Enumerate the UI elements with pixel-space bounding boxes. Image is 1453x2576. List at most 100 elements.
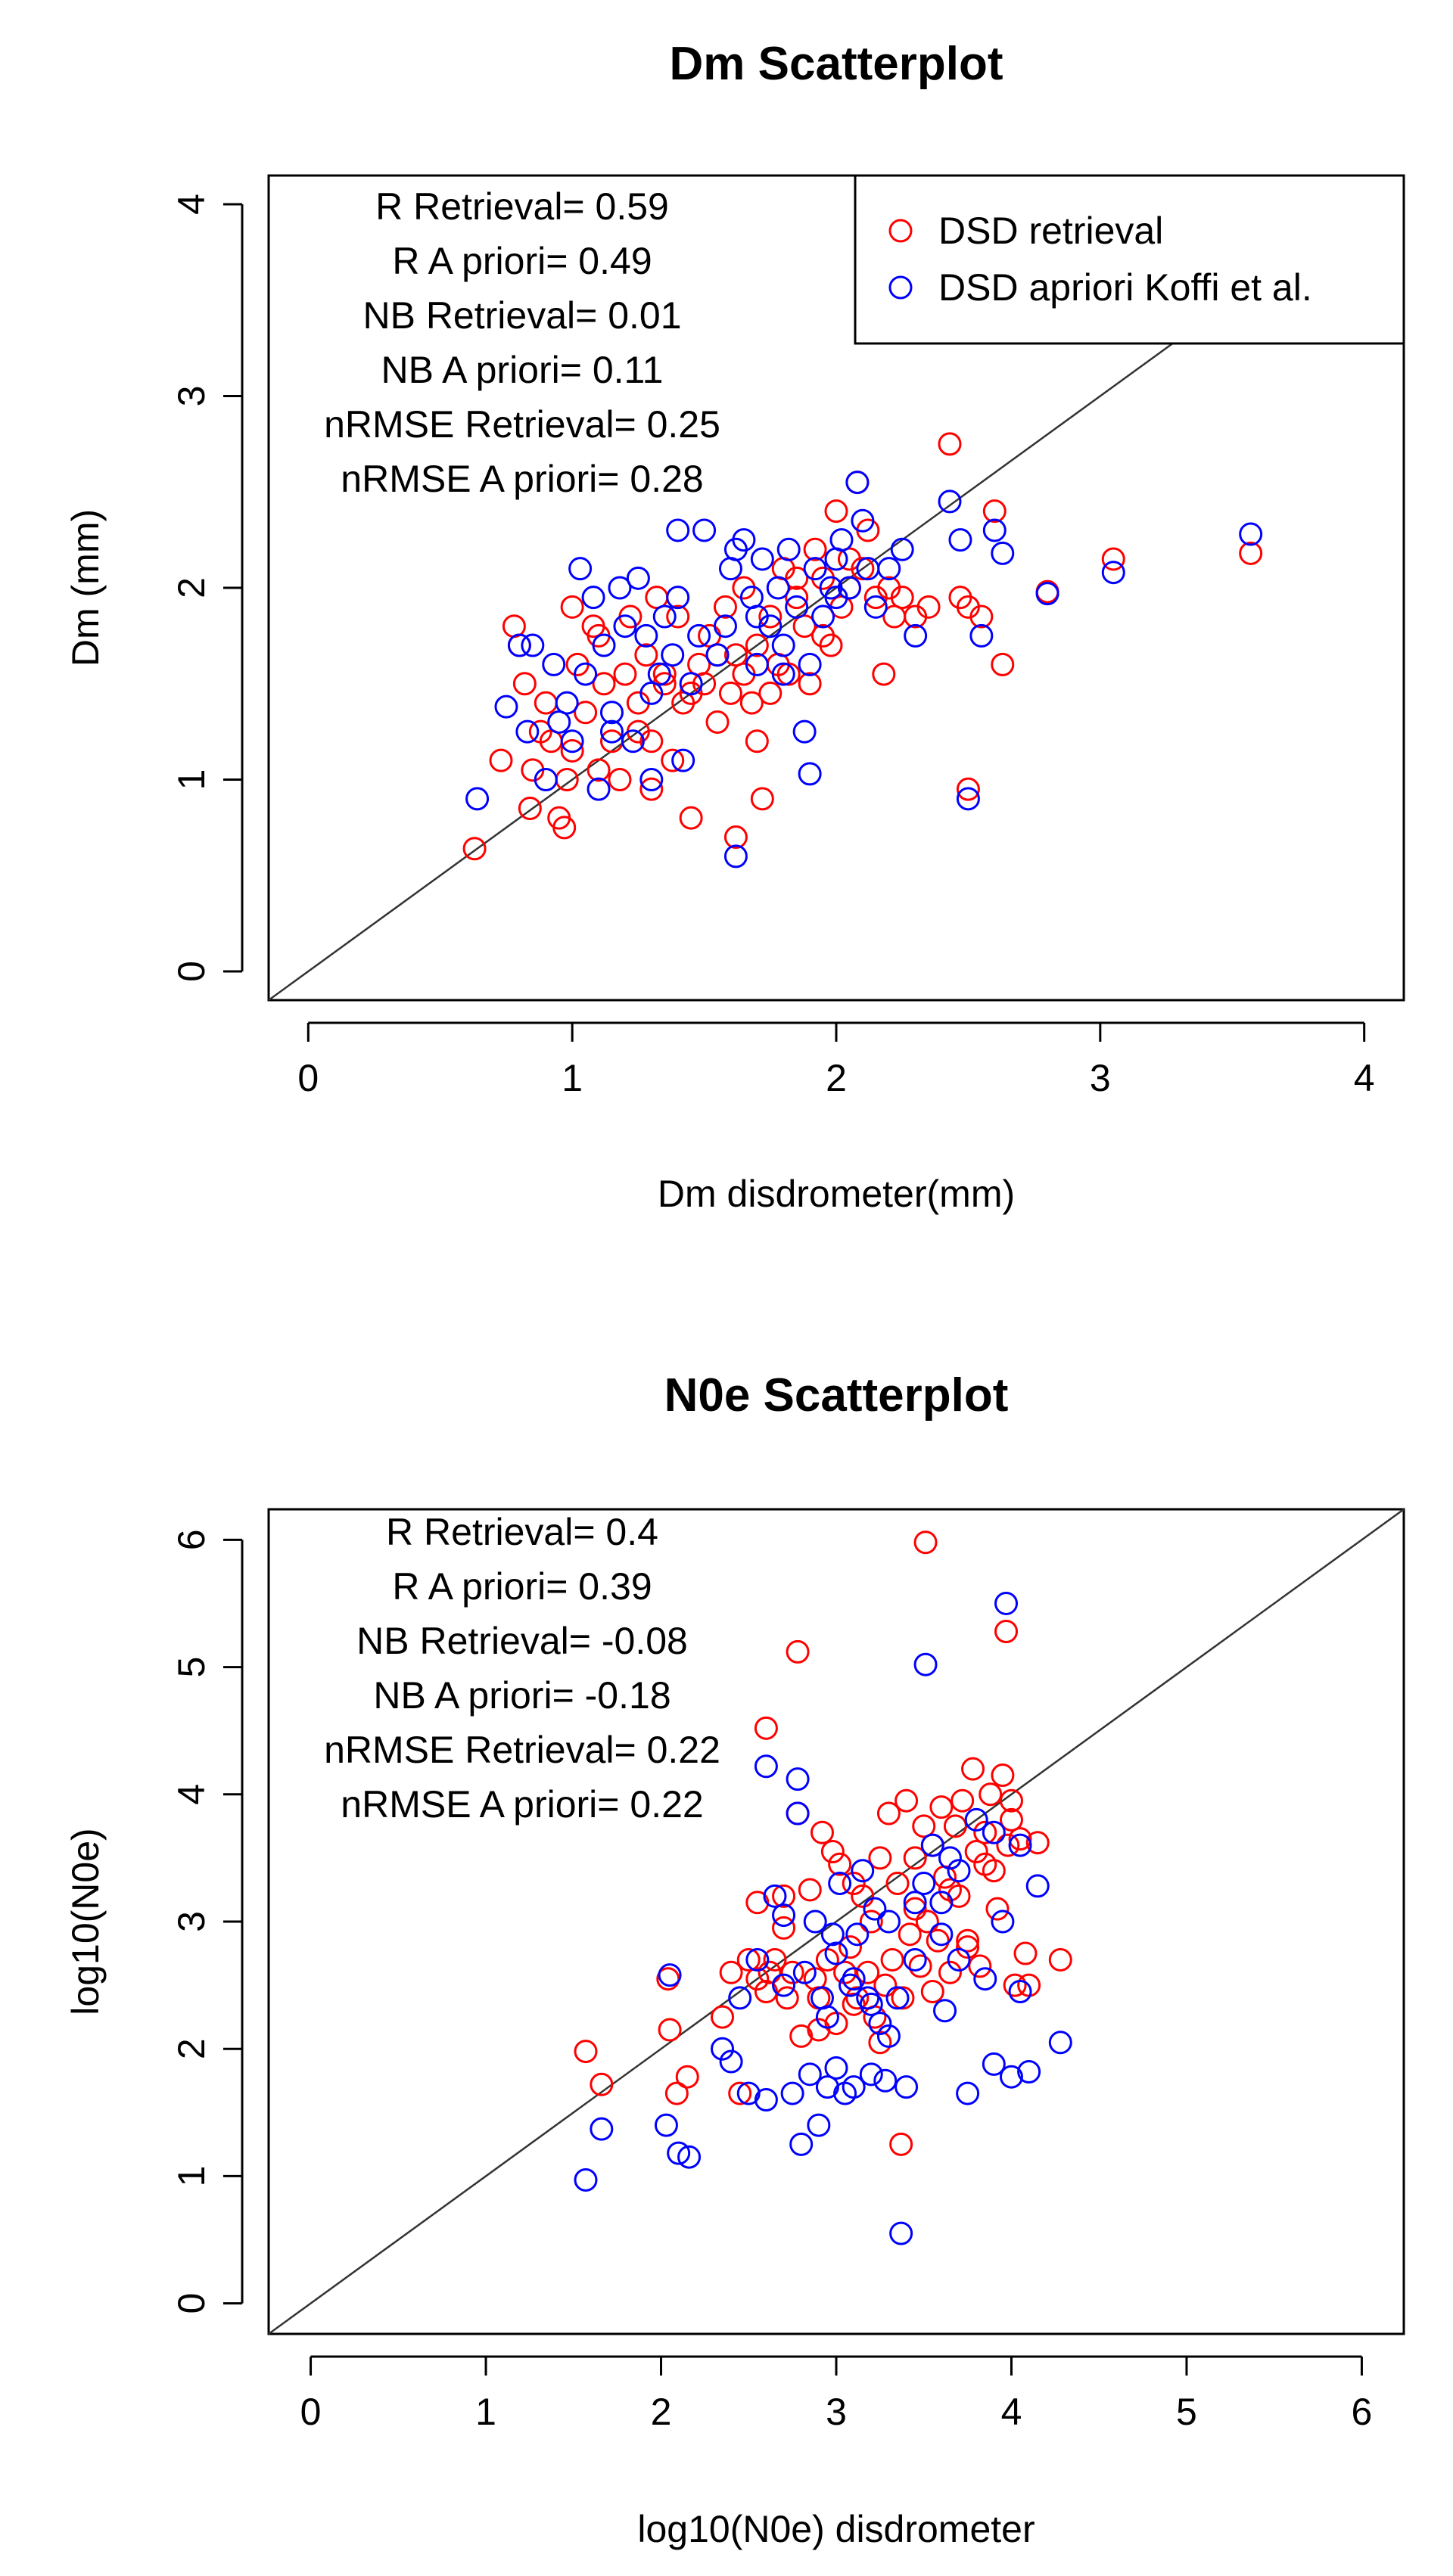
retrieval-point [982, 499, 1007, 524]
retrieval-point [872, 662, 896, 686]
retrieval-point [856, 1960, 880, 1984]
retrieval-point [785, 586, 809, 610]
retrieval-point [719, 1960, 743, 1984]
retrieval-point [820, 1839, 845, 1863]
plot-frame [267, 1508, 1405, 2335]
y-axis-label: Dm (mm) [64, 509, 107, 667]
data-points [462, 432, 1263, 869]
apriori-point [956, 2081, 980, 2105]
apriori-point [828, 1872, 852, 1896]
apriori-point [842, 2075, 866, 2099]
retrieval-point [745, 729, 769, 754]
retrieval-point [645, 586, 669, 610]
apriori-point [982, 518, 1007, 542]
y-tick-label: 4 [170, 194, 213, 215]
x-tick-label: 0 [300, 2391, 322, 2433]
apriori-point [868, 2012, 892, 2036]
x-tick-label: 2 [826, 1057, 847, 1099]
apriori-point [772, 1973, 796, 1997]
apriori-point [776, 537, 801, 561]
legend: DSD retrieval DSD apriori Koffi et al. [854, 174, 1405, 345]
apriori-point [792, 719, 817, 744]
apriori-point [581, 586, 605, 610]
retrieval-point [873, 1973, 898, 1997]
apriori-point [912, 1872, 936, 1896]
apriori-point [666, 518, 690, 542]
dm-scatterplot: Dm Scatterplot 0 1 2 3 4 0 1 2 3 4 Dm disdromete… [64, 38, 1405, 1215]
apriori-point [856, 557, 880, 581]
retrieval-point [880, 1947, 904, 1972]
apriori-point [956, 787, 980, 811]
apriori-point [811, 604, 835, 629]
y-tick-label: 2 [170, 577, 213, 598]
apriori-point [873, 2068, 898, 2093]
x-tick-label: 4 [1001, 2391, 1022, 2433]
apriori-point [661, 643, 685, 667]
apriori-point [982, 1820, 1006, 1844]
stat-nb-apriori: NB A priori= -0.18 [373, 1674, 670, 1717]
retrieval-point [489, 748, 513, 772]
retrieval-point [679, 806, 703, 830]
apriori-point [507, 633, 531, 657]
y-axis: 0 1 2 3 4 [170, 194, 244, 982]
apriori-point [863, 1897, 887, 1921]
legend-label-retrieval: DSD retrieval [938, 210, 1163, 252]
apriori-point [555, 691, 579, 715]
retrieval-point [1035, 580, 1059, 604]
apriori-point [994, 1591, 1019, 1615]
retrieval-point [758, 604, 783, 629]
apriori-point [711, 2037, 735, 2061]
apriori-point [824, 1941, 848, 1965]
apriori-point [771, 633, 795, 657]
retrieval-point [811, 623, 835, 648]
y-tick-label: 0 [170, 961, 213, 982]
x-tick-label: 4 [1354, 1057, 1375, 1099]
apriori-point [807, 2113, 831, 2137]
apriori-point [815, 2005, 839, 2029]
retrieval-point [807, 2018, 831, 2042]
x-tick-label: 3 [1090, 1057, 1111, 1099]
apriori-point [590, 2117, 614, 2141]
retrieval-point [1008, 1827, 1032, 1851]
apriori-point [1008, 1833, 1032, 1857]
plot-frame [267, 174, 1405, 1002]
retrieval-point [512, 672, 537, 696]
retrieval-point [780, 1960, 804, 1984]
stat-r-apriori: R A priori= 0.39 [392, 1565, 652, 1608]
legend-marker-apriori [888, 275, 913, 300]
retrieval-point [560, 595, 584, 619]
retrieval-point [943, 1814, 967, 1838]
retrieval-point [555, 767, 579, 791]
apriori-point [947, 1859, 971, 1883]
apriori-point [885, 1986, 910, 2010]
apriori-point [586, 777, 611, 801]
apriori-point [890, 537, 914, 561]
apriori-point [728, 1986, 752, 2010]
apriori-point [859, 1992, 883, 2016]
y-tick-label: 1 [170, 769, 213, 791]
y-axis-label: log10(N0e) [64, 1828, 107, 2015]
apriori-point [1048, 2031, 1072, 2055]
apriori-point [667, 2141, 691, 2165]
retrieval-point [754, 1716, 778, 1740]
apriori-point [705, 643, 730, 667]
apriori-point [780, 2081, 804, 2105]
retrieval-point [964, 1839, 988, 1863]
stat-nrmse-retrieval: nRMSE Retrieval= 0.22 [324, 1729, 720, 1771]
retrieval-point [920, 1980, 944, 2004]
apriori-point [842, 1967, 866, 1991]
retrieval-point [999, 1788, 1023, 1813]
y-tick-label: 6 [170, 1529, 213, 1550]
retrieval-point [745, 1967, 770, 1991]
retrieval-point [985, 1897, 1010, 1921]
x-axis: 0 1 2 3 4 [297, 1021, 1375, 1099]
apriori-point [515, 719, 540, 744]
apriori-point [766, 576, 790, 600]
retrieval-point [908, 1954, 932, 1978]
retrieval-point [534, 691, 558, 715]
retrieval-point [462, 837, 487, 861]
apriori-point [639, 681, 664, 705]
retrieval-point [1025, 1831, 1050, 1855]
apriori-point [754, 1754, 778, 1779]
apriori-point [785, 595, 809, 619]
